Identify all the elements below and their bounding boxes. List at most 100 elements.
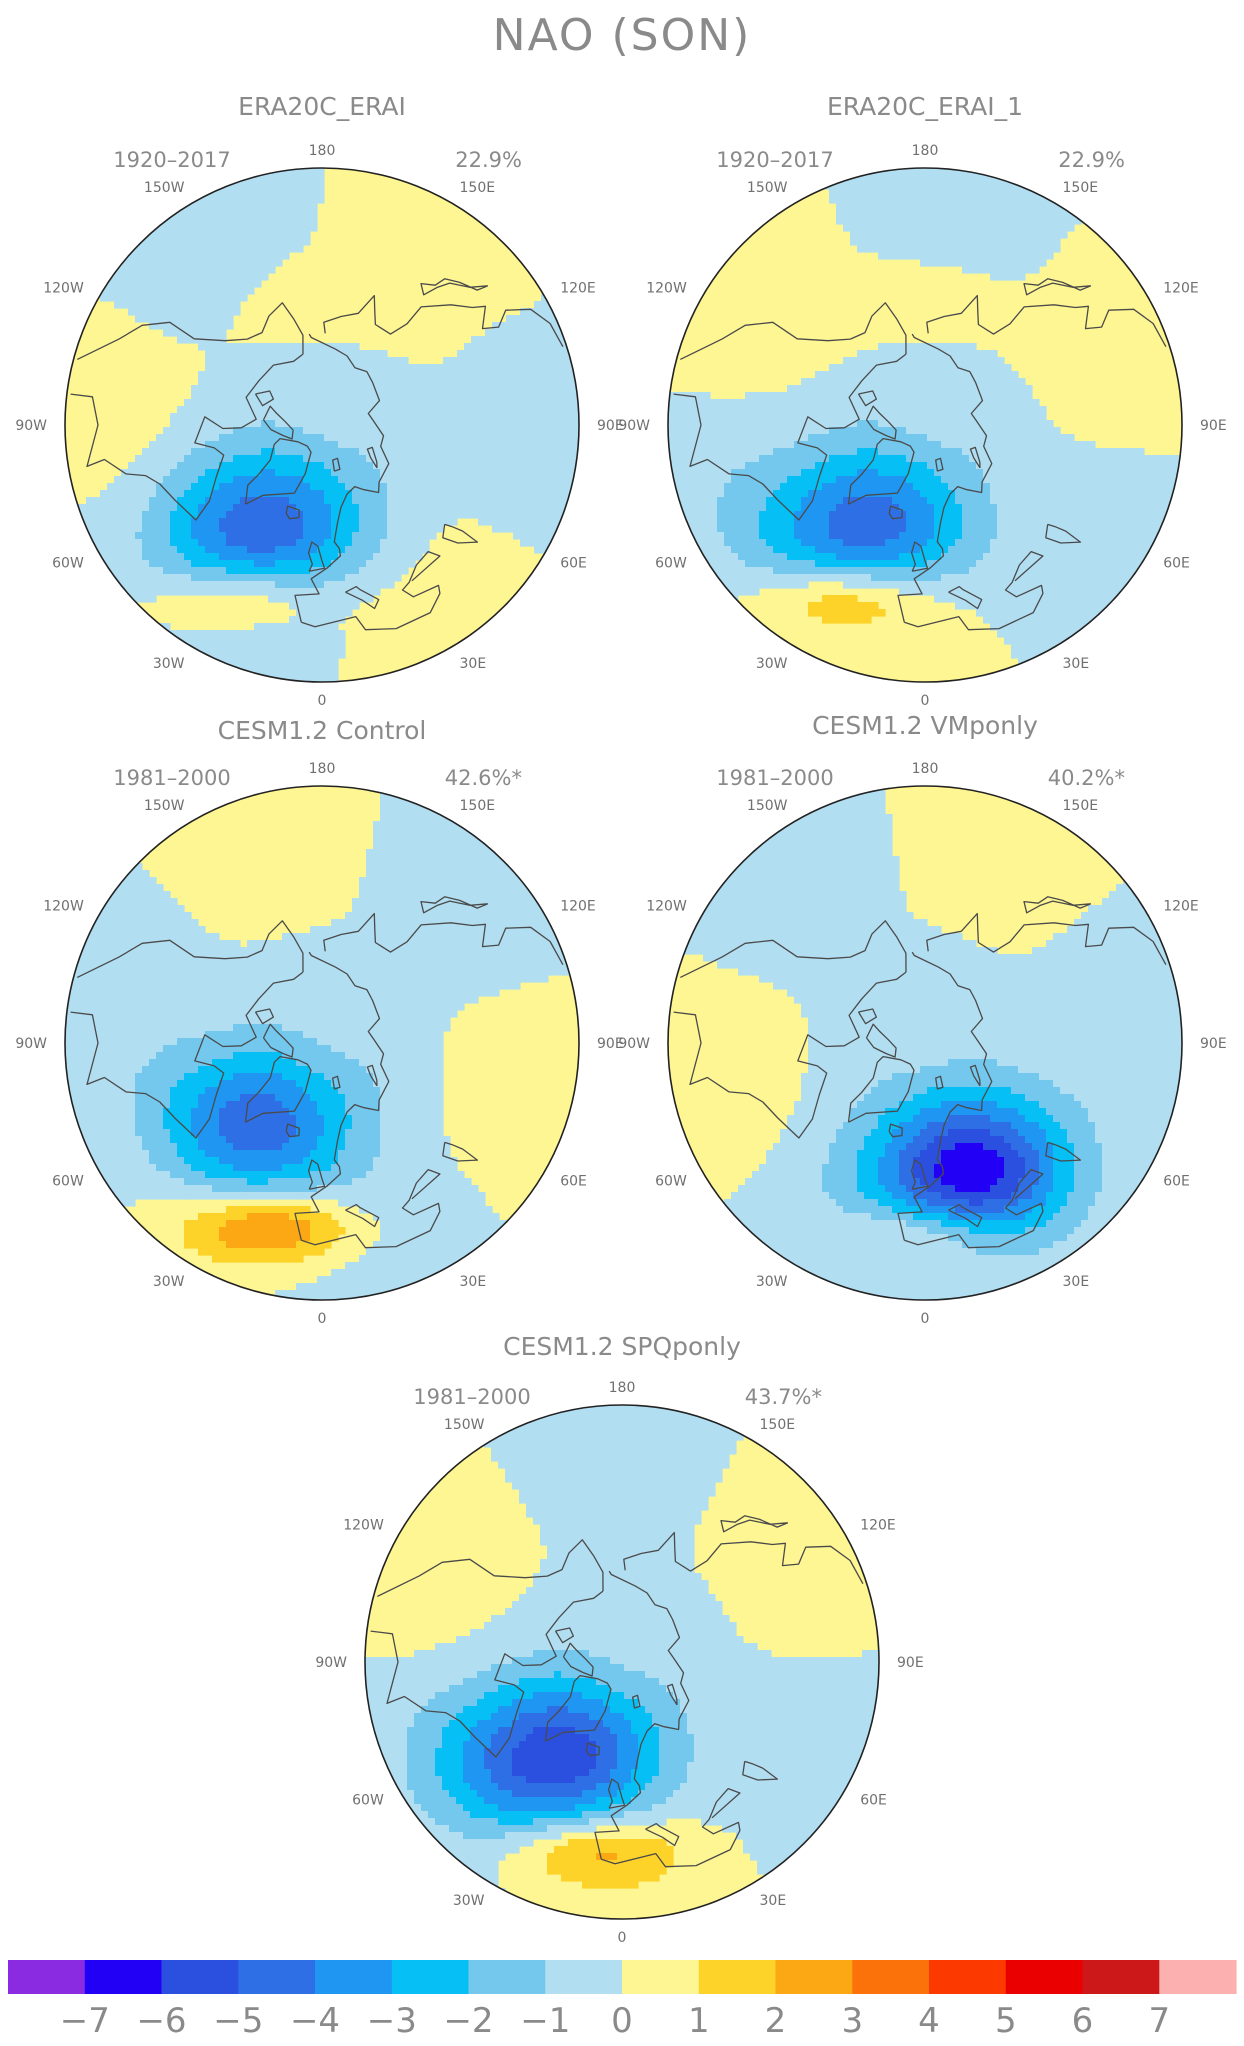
colorbar-swatch — [391, 1960, 470, 1994]
coastline — [969, 1064, 981, 1087]
coastline — [666, 1683, 678, 1706]
longitude-label: 150E — [460, 798, 496, 814]
longitude-label: 0 — [618, 1930, 627, 1946]
longitude-label: 150W — [144, 180, 185, 196]
coastline — [345, 1203, 380, 1228]
coastline — [332, 1075, 341, 1090]
longitude-label: 0 — [921, 693, 930, 709]
coastline — [897, 333, 993, 623]
anomaly-field — [668, 786, 1182, 1300]
coastline — [544, 1674, 612, 1742]
coastline — [323, 912, 564, 966]
colorbar-label: 6 — [1072, 2001, 1094, 2041]
coastline — [1023, 278, 1092, 296]
map-panel-5: CESM1.2 SPQponly 1981–2000 43.7%* 180 150E 12… — [315, 1332, 923, 1946]
longitude-label: 0 — [318, 1311, 327, 1327]
longitude-label: 180 — [309, 761, 336, 777]
longitude-label: 30E — [1063, 1274, 1090, 1290]
coastline — [366, 446, 378, 469]
longitude-label: 90E — [597, 1036, 624, 1052]
longitude-label: 60W — [655, 1174, 687, 1190]
anomaly-field — [668, 168, 1182, 682]
coastline — [673, 353, 907, 521]
colorbar-swatch — [545, 1960, 623, 1994]
coastline — [1045, 523, 1082, 544]
longitude-label: 90W — [315, 1655, 347, 1671]
longitude-label: 150W — [144, 798, 185, 814]
longitude-label: 180 — [309, 143, 336, 159]
colorbar-swatch — [622, 1960, 700, 1994]
variance-label: 43.7%* — [745, 1385, 822, 1409]
coastline — [910, 541, 929, 572]
coastline — [935, 1075, 944, 1090]
coastline — [301, 550, 441, 631]
colorbar-label: −5 — [213, 2001, 263, 2041]
coastline — [897, 951, 993, 1241]
longitude-label: 30E — [760, 1893, 787, 1909]
map-boundary — [364, 1404, 880, 1920]
colorbar-swatch — [775, 1960, 853, 1994]
coastline — [680, 920, 907, 978]
coastline — [285, 505, 300, 520]
coastline — [673, 971, 907, 1139]
panel-title: CESM1.2 SPQponly — [503, 1332, 741, 1361]
longitude-label: 120W — [343, 1518, 384, 1534]
coastline — [680, 302, 907, 360]
panel-title: ERA20C_ERAI_1 — [827, 92, 1023, 121]
coastline — [926, 912, 1167, 966]
variance-label: 40.2%* — [1048, 766, 1125, 790]
longitude-label: 30E — [460, 656, 487, 672]
colorbar: −7 −6 −5 −4 −3 −2 −1 0 1 2 3 4 5 6 7 — [8, 1960, 1237, 2041]
map-panels: ERA20C_ERAI 1920–2017 22.9% 180 150E 120E 90E 6… — [15, 92, 1226, 1946]
coastline — [562, 1642, 594, 1677]
colorbar-label: −6 — [136, 2001, 186, 2041]
coastline — [307, 541, 326, 572]
longitude-label: 180 — [912, 761, 939, 777]
coastline — [623, 1531, 864, 1585]
colorbar-label: 1 — [688, 2001, 710, 2041]
coastline — [370, 1590, 604, 1758]
coastline — [632, 1694, 641, 1709]
longitude-label: 120E — [1163, 899, 1199, 915]
coastline — [888, 1123, 903, 1138]
longitude-label: 120W — [43, 899, 84, 915]
colorbar-swatch — [1082, 1960, 1160, 1994]
coastline — [442, 523, 479, 544]
coastline — [442, 1141, 479, 1162]
colorbar-label: −2 — [443, 2001, 493, 2041]
longitude-label: 90E — [597, 418, 624, 434]
colorbar-label: 2 — [765, 2001, 787, 2041]
longitude-label: 60W — [52, 556, 84, 572]
coastline — [301, 1168, 441, 1249]
coastline — [904, 1168, 1044, 1249]
panel-title: ERA20C_ERAI — [238, 92, 406, 121]
longitude-label: 120W — [646, 899, 687, 915]
coastline — [857, 390, 878, 407]
longitude-label: 30W — [153, 1274, 185, 1290]
coastline — [904, 550, 1044, 631]
coastline — [77, 302, 304, 360]
longitude-label: 120E — [860, 1518, 896, 1534]
colorbar-swatch — [315, 1960, 393, 1994]
coastline — [720, 1515, 789, 1533]
coastline — [332, 457, 341, 472]
longitude-label: 120W — [43, 281, 84, 297]
coastline — [969, 446, 981, 469]
map-panel-2: ERA20C_ERAI_1 1920–2017 22.9% 180 150E 120E 90… — [618, 92, 1226, 709]
anomaly-field — [65, 168, 579, 682]
coastline — [345, 585, 380, 610]
longitude-label: 30W — [756, 1274, 788, 1290]
coastline — [857, 1008, 878, 1025]
coastline — [254, 390, 275, 407]
coastline — [262, 1023, 294, 1058]
colorbar-label: −4 — [290, 2001, 340, 2041]
variance-label: 22.9% — [1058, 148, 1125, 172]
colorbar-swatch — [84, 1960, 163, 1994]
colorbar-swatch — [1005, 1960, 1084, 1994]
coastline — [366, 1064, 378, 1087]
longitude-label: 90W — [15, 1036, 47, 1052]
longitude-label: 30W — [453, 1893, 485, 1909]
main-title: NAO (SON) — [493, 10, 752, 61]
map-boundary — [667, 785, 1183, 1301]
coastline — [935, 457, 944, 472]
